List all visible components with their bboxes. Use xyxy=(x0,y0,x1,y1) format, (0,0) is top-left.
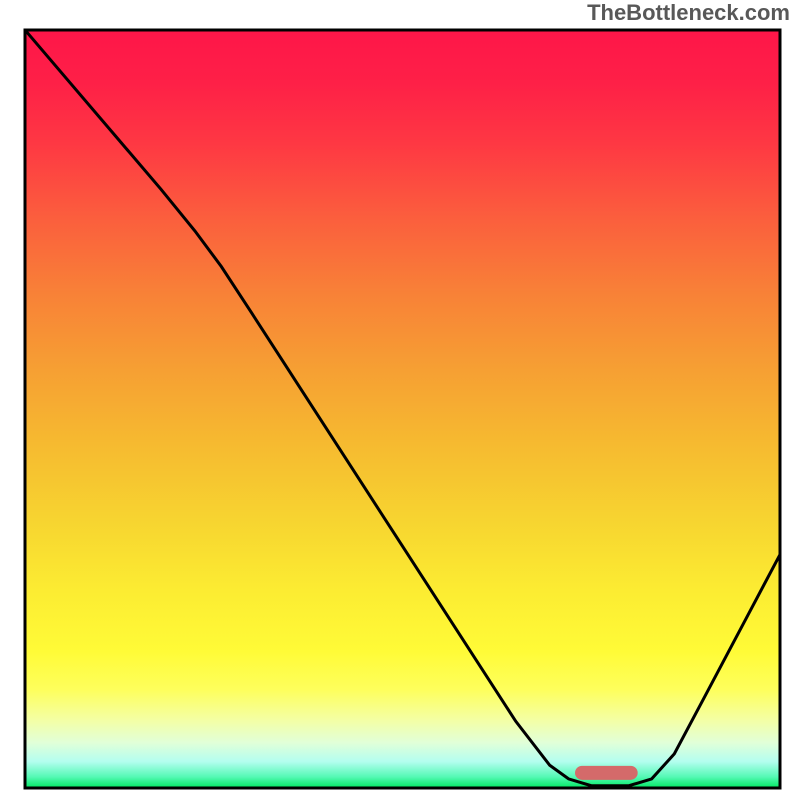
bottleneck-chart xyxy=(0,0,800,800)
watermark-text: TheBottleneck.com xyxy=(587,0,790,26)
gradient-background xyxy=(25,30,780,788)
optimal-marker xyxy=(575,766,638,780)
chart-container: TheBottleneck.com xyxy=(0,0,800,800)
